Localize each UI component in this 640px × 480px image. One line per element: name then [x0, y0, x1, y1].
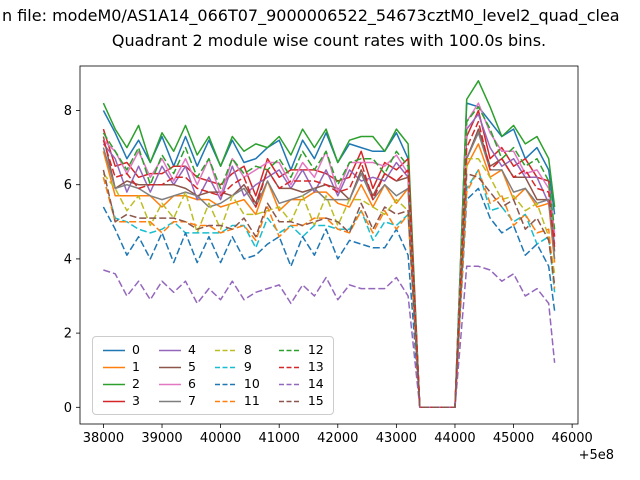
y-tick-label: 2 — [64, 327, 72, 342]
legend-label: 13 — [307, 359, 324, 374]
legend-line-sample — [278, 383, 301, 385]
legend-label: 8 — [243, 342, 252, 357]
series-line-7 — [102, 132, 556, 409]
legend-label: 7 — [187, 393, 196, 408]
series-line-9 — [102, 169, 556, 409]
x-tick-label: 40000 — [200, 431, 241, 446]
legend-line-sample — [278, 366, 301, 368]
legend-line-sample — [103, 349, 125, 351]
x-tick-label: 46000 — [551, 431, 592, 446]
legend-line-sample — [214, 383, 237, 385]
legend-label: 10 — [243, 376, 260, 391]
legend-item-4: 4 — [158, 342, 196, 358]
legend-line-sample — [158, 383, 181, 385]
x-tick-label: 38000 — [83, 431, 124, 446]
legend-label: 1 — [132, 359, 140, 374]
x-tick-label: 45000 — [493, 431, 534, 446]
legend-item-11: 11 — [214, 393, 260, 409]
legend-label: 14 — [307, 376, 324, 391]
legend-label: 6 — [187, 376, 196, 391]
legend-line-sample — [103, 366, 125, 368]
y-tick-label: 4 — [64, 252, 72, 267]
legend-label: 2 — [132, 376, 140, 391]
y-tick-label: 6 — [64, 178, 72, 193]
legend-item-6: 6 — [158, 376, 196, 392]
x-tick-label: 41000 — [259, 431, 300, 446]
legend-item-8: 8 — [214, 342, 260, 358]
legend-line-sample — [214, 366, 237, 368]
legend: 0 1 2 3 4 5 6 7 8 9 10 11 12 13 14 15 — [92, 336, 334, 415]
legend-line-sample — [103, 383, 125, 385]
legend-line-sample — [214, 349, 237, 351]
legend-item-7: 7 — [158, 393, 196, 409]
legend-line-sample — [278, 400, 301, 402]
legend-line-sample — [158, 366, 181, 368]
series-line-14 — [103, 265, 556, 409]
x-axis-offset-label: +5e8 — [579, 448, 614, 463]
series-line-8 — [102, 157, 556, 409]
legend-label: 11 — [243, 393, 260, 408]
legend-label: 0 — [132, 342, 140, 357]
legend-line-sample — [103, 400, 125, 402]
legend-line-sample — [278, 349, 301, 351]
legend-label: 15 — [307, 393, 324, 408]
series-line-12 — [102, 106, 556, 409]
legend-item-10: 10 — [214, 376, 260, 392]
series-line-3 — [102, 109, 556, 409]
x-tick-label: 39000 — [141, 431, 182, 446]
legend-item-3: 3 — [102, 393, 140, 409]
legend-label: 12 — [307, 342, 324, 357]
series-line-2 — [102, 80, 556, 409]
legend-line-sample — [158, 400, 181, 402]
legend-item-15: 15 — [278, 393, 324, 409]
legend-item-2: 2 — [102, 376, 140, 392]
legend-item-9: 9 — [214, 359, 260, 375]
x-tick-label: 42000 — [317, 431, 358, 446]
legend-item-13: 13 — [278, 359, 324, 375]
legend-label: 5 — [187, 359, 196, 374]
y-tick-label: 0 — [64, 401, 72, 416]
chart-title: Quadrant 2 module wise count rates with … — [111, 31, 547, 50]
legend-label: 4 — [187, 342, 196, 357]
series-line-1 — [102, 143, 556, 409]
legend-label: 3 — [132, 393, 140, 408]
legend-label: 9 — [243, 359, 252, 374]
legend-item-0: 0 — [102, 342, 140, 358]
series-line-10 — [102, 187, 556, 409]
legend-item-14: 14 — [278, 376, 324, 392]
legend-item-5: 5 — [158, 359, 196, 375]
series-line-15 — [102, 169, 556, 409]
x-tick-label: 43000 — [376, 431, 417, 446]
axes-frame — [79, 65, 579, 425]
series-line-11 — [102, 169, 556, 409]
legend-item-1: 1 — [102, 359, 140, 375]
series-line-13 — [102, 120, 556, 409]
x-tick-label: 44000 — [434, 431, 475, 446]
legend-item-12: 12 — [278, 342, 324, 358]
series-line-4 — [102, 113, 556, 409]
legend-line-sample — [158, 349, 181, 351]
legend-line-sample — [214, 400, 237, 402]
file-title: n file: modeM0/AS1A14_066T07_9000006522_… — [2, 6, 620, 25]
y-tick-label: 8 — [64, 104, 72, 119]
